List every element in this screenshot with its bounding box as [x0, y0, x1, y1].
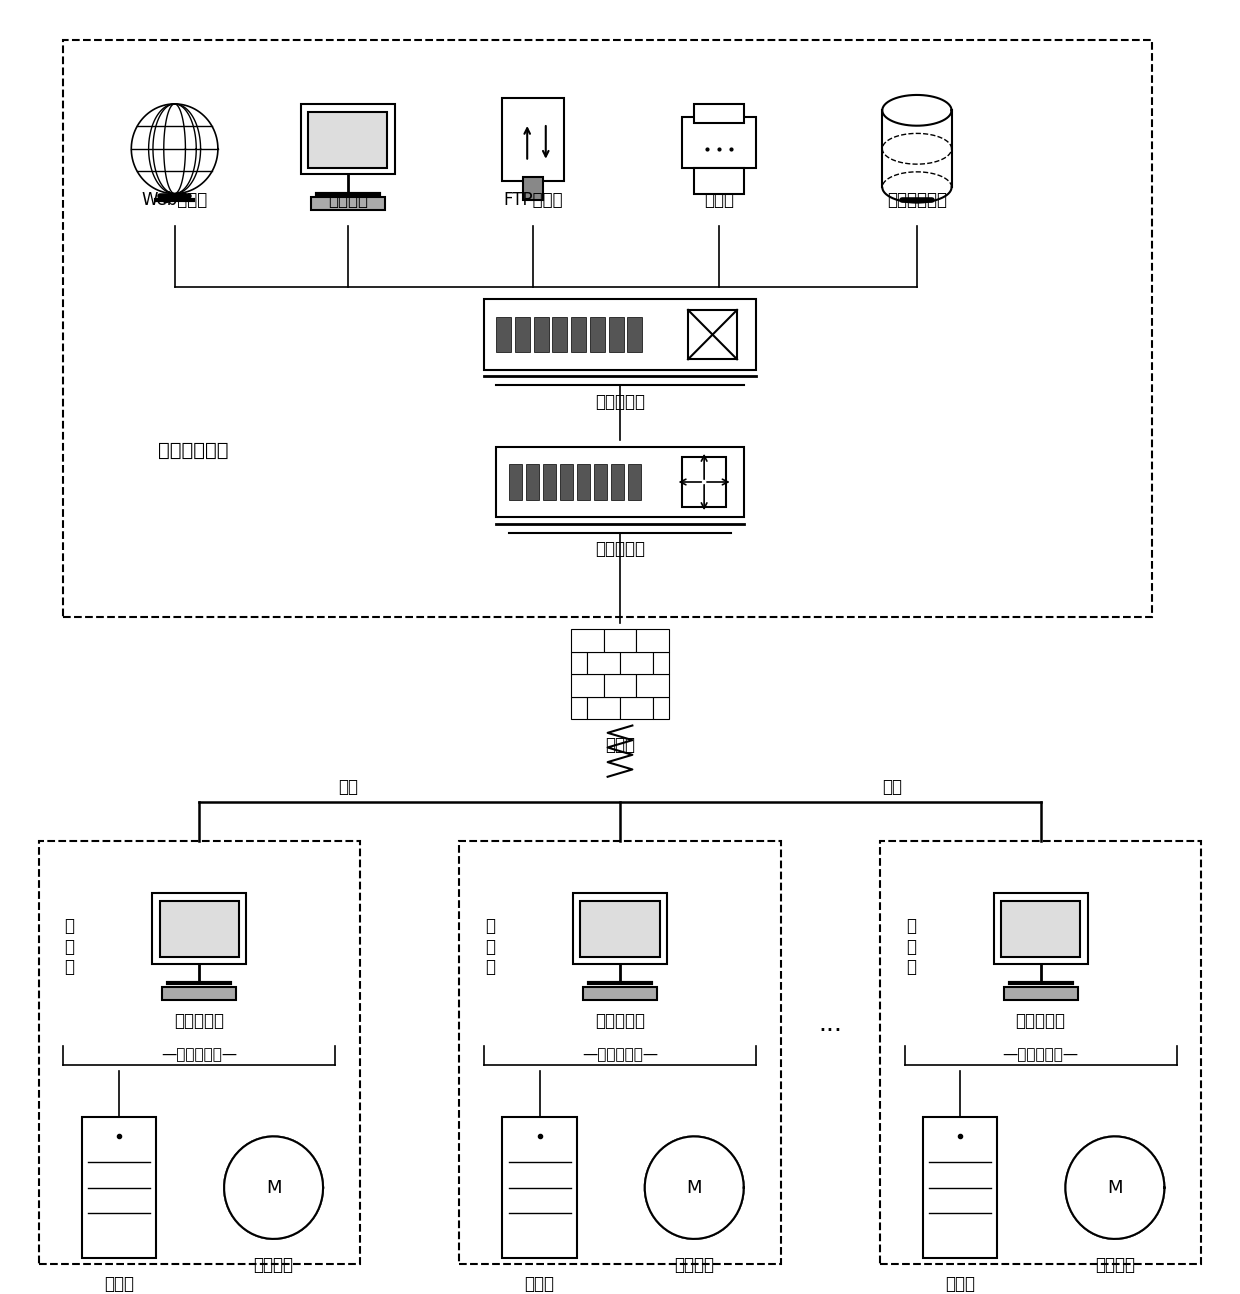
FancyBboxPatch shape — [552, 317, 568, 352]
Text: 打印机: 打印机 — [704, 192, 734, 210]
FancyBboxPatch shape — [682, 457, 727, 507]
FancyBboxPatch shape — [515, 317, 529, 352]
FancyBboxPatch shape — [311, 198, 384, 211]
FancyBboxPatch shape — [653, 652, 670, 674]
FancyBboxPatch shape — [636, 674, 670, 696]
FancyBboxPatch shape — [1003, 987, 1078, 1000]
Text: 子
节
点: 子 节 点 — [64, 916, 74, 977]
FancyBboxPatch shape — [309, 111, 387, 168]
Text: 伺服电机: 伺服电机 — [253, 1255, 294, 1273]
FancyBboxPatch shape — [694, 168, 744, 194]
FancyBboxPatch shape — [587, 696, 620, 719]
FancyBboxPatch shape — [653, 696, 670, 719]
Text: FTP服务器: FTP服务器 — [503, 192, 563, 210]
FancyBboxPatch shape — [609, 317, 624, 352]
Text: M: M — [687, 1179, 702, 1197]
Polygon shape — [883, 110, 951, 188]
FancyBboxPatch shape — [533, 317, 548, 352]
FancyBboxPatch shape — [573, 893, 667, 964]
FancyBboxPatch shape — [594, 465, 608, 499]
FancyBboxPatch shape — [587, 652, 620, 674]
Text: 子
节
点: 子 节 点 — [905, 916, 916, 977]
Text: —工业以太网—: —工业以太网— — [161, 1047, 237, 1062]
FancyBboxPatch shape — [526, 465, 539, 499]
Text: 工程师站: 工程师站 — [327, 192, 368, 210]
Text: M: M — [1107, 1179, 1122, 1197]
FancyBboxPatch shape — [82, 1117, 156, 1258]
FancyBboxPatch shape — [570, 696, 587, 719]
FancyBboxPatch shape — [1001, 901, 1080, 958]
FancyBboxPatch shape — [496, 446, 744, 518]
FancyBboxPatch shape — [993, 893, 1087, 964]
Text: 核心交换机: 核心交换机 — [595, 393, 645, 411]
FancyBboxPatch shape — [162, 987, 237, 1000]
FancyBboxPatch shape — [570, 629, 604, 652]
FancyBboxPatch shape — [627, 317, 642, 352]
FancyBboxPatch shape — [301, 104, 394, 175]
Polygon shape — [1065, 1136, 1164, 1238]
Text: 光纤: 光纤 — [337, 778, 358, 796]
FancyBboxPatch shape — [590, 317, 605, 352]
FancyBboxPatch shape — [570, 652, 587, 674]
Text: 防火墙: 防火墙 — [605, 736, 635, 753]
FancyBboxPatch shape — [502, 97, 564, 181]
Text: —工业以太网—: —工业以太网— — [582, 1047, 658, 1062]
FancyBboxPatch shape — [611, 465, 624, 499]
FancyBboxPatch shape — [682, 116, 756, 168]
FancyBboxPatch shape — [583, 987, 657, 1000]
Polygon shape — [224, 1136, 324, 1238]
Text: 子
节
点: 子 节 点 — [485, 916, 495, 977]
FancyBboxPatch shape — [559, 465, 573, 499]
FancyBboxPatch shape — [484, 299, 756, 370]
Text: 调度控制中心: 调度控制中心 — [157, 440, 228, 459]
Text: 伺服器: 伺服器 — [104, 1275, 134, 1293]
FancyBboxPatch shape — [604, 674, 636, 696]
FancyBboxPatch shape — [577, 465, 590, 499]
FancyBboxPatch shape — [620, 652, 653, 674]
Text: 核心路由器: 核心路由器 — [595, 541, 645, 558]
Text: 伺服电机: 伺服电机 — [1095, 1255, 1135, 1273]
FancyBboxPatch shape — [620, 696, 653, 719]
Text: 伺服器: 伺服器 — [525, 1275, 554, 1293]
FancyBboxPatch shape — [694, 104, 744, 123]
Text: 本地工作站: 本地工作站 — [595, 1012, 645, 1030]
FancyBboxPatch shape — [160, 901, 239, 958]
Text: 伺服器: 伺服器 — [945, 1275, 975, 1293]
Text: Web服务器: Web服务器 — [141, 192, 208, 210]
FancyBboxPatch shape — [580, 901, 660, 958]
Text: ···: ··· — [818, 1020, 842, 1043]
Text: —工业以太网—: —工业以太网— — [1003, 1047, 1079, 1062]
FancyBboxPatch shape — [572, 317, 587, 352]
Text: 伺服电机: 伺服电机 — [675, 1255, 714, 1273]
FancyBboxPatch shape — [496, 317, 511, 352]
FancyBboxPatch shape — [636, 629, 670, 652]
Text: 本地工作站: 本地工作站 — [175, 1012, 224, 1030]
Text: 光纤: 光纤 — [882, 778, 903, 796]
FancyBboxPatch shape — [570, 674, 604, 696]
FancyBboxPatch shape — [543, 465, 557, 499]
FancyBboxPatch shape — [153, 893, 247, 964]
Polygon shape — [645, 1136, 744, 1238]
FancyBboxPatch shape — [604, 629, 636, 652]
Text: M: M — [265, 1179, 281, 1197]
FancyBboxPatch shape — [523, 177, 543, 201]
Text: 数据库服务器: 数据库服务器 — [887, 192, 947, 210]
Text: 本地工作站: 本地工作站 — [1016, 1012, 1065, 1030]
FancyBboxPatch shape — [627, 465, 641, 499]
FancyBboxPatch shape — [508, 465, 522, 499]
FancyBboxPatch shape — [923, 1117, 997, 1258]
FancyBboxPatch shape — [688, 311, 737, 360]
FancyBboxPatch shape — [502, 1117, 577, 1258]
